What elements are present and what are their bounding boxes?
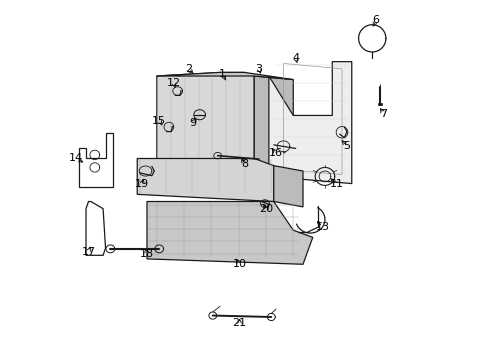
Text: 4: 4 [291,53,299,63]
Polygon shape [137,158,273,202]
Text: 14: 14 [69,153,83,163]
Text: 7: 7 [379,109,386,119]
Polygon shape [377,103,382,105]
Text: 21: 21 [232,319,246,328]
Text: 13: 13 [315,222,329,231]
Text: 16: 16 [269,148,283,158]
Polygon shape [254,76,293,176]
Text: 2: 2 [184,64,192,74]
Polygon shape [157,72,254,169]
Text: 9: 9 [189,118,197,128]
Polygon shape [268,62,351,184]
Text: 8: 8 [241,159,247,169]
Text: 17: 17 [81,247,95,257]
Polygon shape [147,202,312,264]
Text: 6: 6 [372,15,379,26]
Text: 19: 19 [135,179,149,189]
Text: 3: 3 [255,64,262,74]
Text: 15: 15 [152,116,166,126]
Polygon shape [273,166,303,207]
Text: 10: 10 [232,259,246,269]
Text: 18: 18 [140,248,154,258]
Text: 11: 11 [329,179,344,189]
Text: 12: 12 [166,78,181,88]
Polygon shape [157,72,293,80]
Text: 20: 20 [259,204,273,215]
Text: 5: 5 [343,141,350,151]
Text: 1: 1 [219,69,225,79]
